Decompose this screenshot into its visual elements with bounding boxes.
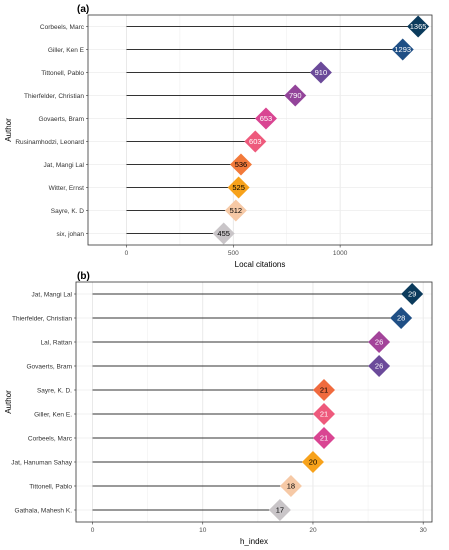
diamond-marker (368, 331, 391, 353)
x-tick-label: 20 (309, 527, 317, 534)
diamond-marker (312, 379, 335, 401)
y-tick-label: Govaerts, Bram (26, 363, 72, 370)
y-axis-title: Author (4, 118, 13, 142)
y-tick-label: Jat, Mangi Lal (44, 162, 85, 169)
data-label: 26 (375, 338, 383, 347)
y-tick-label: Giller, Ken E. (34, 411, 72, 418)
diamond-marker (244, 130, 267, 153)
data-label: 21 (320, 434, 328, 443)
data-label: 20 (309, 458, 317, 467)
y-tick-label: Corbeels, Marc (40, 24, 85, 31)
diamond-marker (284, 84, 307, 107)
diamond-marker (301, 451, 324, 473)
chart-panel-a: 1365 Corbeels, Marc 1293 Giller, Ken E 910 Ti… (4, 4, 433, 269)
plot-border (87, 14, 433, 246)
diamond-marker (227, 176, 250, 199)
x-tick-label: 30 (420, 527, 428, 534)
y-tick-label: Tittonell, Pablo (41, 70, 84, 77)
data-label: 29 (408, 290, 416, 299)
x-tick-label: 500 (228, 250, 239, 257)
y-tick-label: Jat, Mangi Lal (32, 291, 73, 298)
y-axis-title: Author (4, 390, 13, 414)
y-tick-label: Rusinamhodzi, Leonard (15, 139, 84, 146)
diamond-marker (224, 199, 247, 222)
chart-panel-b: 29 Jat, Mangi Lal 28 Thierfelder, Christian… (4, 271, 433, 546)
data-label: 653 (260, 114, 273, 123)
y-tick-label: Tittonell, Pablo (29, 483, 72, 490)
x-tick-label: 10 (199, 527, 207, 534)
data-label: 21 (320, 386, 328, 395)
x-tick-label: 0 (125, 250, 129, 257)
data-label: 455 (217, 229, 230, 238)
y-tick-label: Sayre, K. D. (37, 387, 72, 394)
panel-label: (a) (77, 4, 89, 15)
y-tick-label: Govaerts, Bram (38, 116, 84, 123)
data-label: 26 (375, 362, 383, 371)
diamond-marker (279, 475, 302, 497)
diamond-marker (309, 61, 332, 84)
x-tick-label: 0 (91, 527, 95, 534)
panel-label: (b) (77, 271, 90, 282)
diamond-marker (312, 403, 335, 425)
data-label: 790 (289, 91, 302, 100)
data-label: 18 (287, 482, 295, 491)
data-label: 536 (235, 160, 248, 169)
diamond-marker (254, 107, 277, 130)
x-axis-title: Local citations (235, 260, 286, 269)
data-label: 1365 (410, 22, 427, 31)
diamond-marker (401, 283, 424, 305)
y-tick-label: Giller, Ken E (48, 47, 85, 54)
data-label: 525 (232, 183, 245, 192)
data-label: 910 (315, 68, 328, 77)
diamond-marker (312, 427, 335, 449)
data-label: 28 (397, 314, 405, 323)
data-label: 603 (249, 137, 262, 146)
data-label: 1293 (394, 45, 411, 54)
data-label: 21 (320, 410, 328, 419)
x-tick-label: 1000 (333, 250, 348, 257)
diamond-marker (212, 222, 235, 245)
plot-area (76, 282, 432, 522)
data-label: 17 (276, 506, 284, 515)
y-tick-label: Lal, Rattan (41, 339, 73, 346)
y-tick-label: Gathala, Mahesh K. (15, 507, 73, 514)
y-tick-label: Thierfelder, Christian (12, 315, 72, 322)
y-tick-label: Corbeels, Marc (28, 435, 73, 442)
y-tick-label: Sayre, K. D (51, 208, 85, 215)
plot-area (88, 15, 432, 245)
data-label: 512 (230, 206, 243, 215)
y-tick-label: Thierfelder, Christian (24, 93, 84, 100)
x-axis-title: h_index (240, 537, 268, 546)
diamond-marker (268, 499, 291, 521)
diamond-marker (368, 355, 391, 377)
y-tick-label: Jat, Hanuman Sahay (11, 459, 72, 466)
diamond-marker (391, 38, 414, 61)
y-tick-label: six, johan (57, 231, 85, 238)
plot-border (75, 281, 433, 523)
diamond-marker (390, 307, 413, 329)
y-tick-label: Witter, Ernst (49, 185, 85, 192)
diamond-marker (407, 15, 430, 38)
diamond-marker (229, 153, 252, 176)
